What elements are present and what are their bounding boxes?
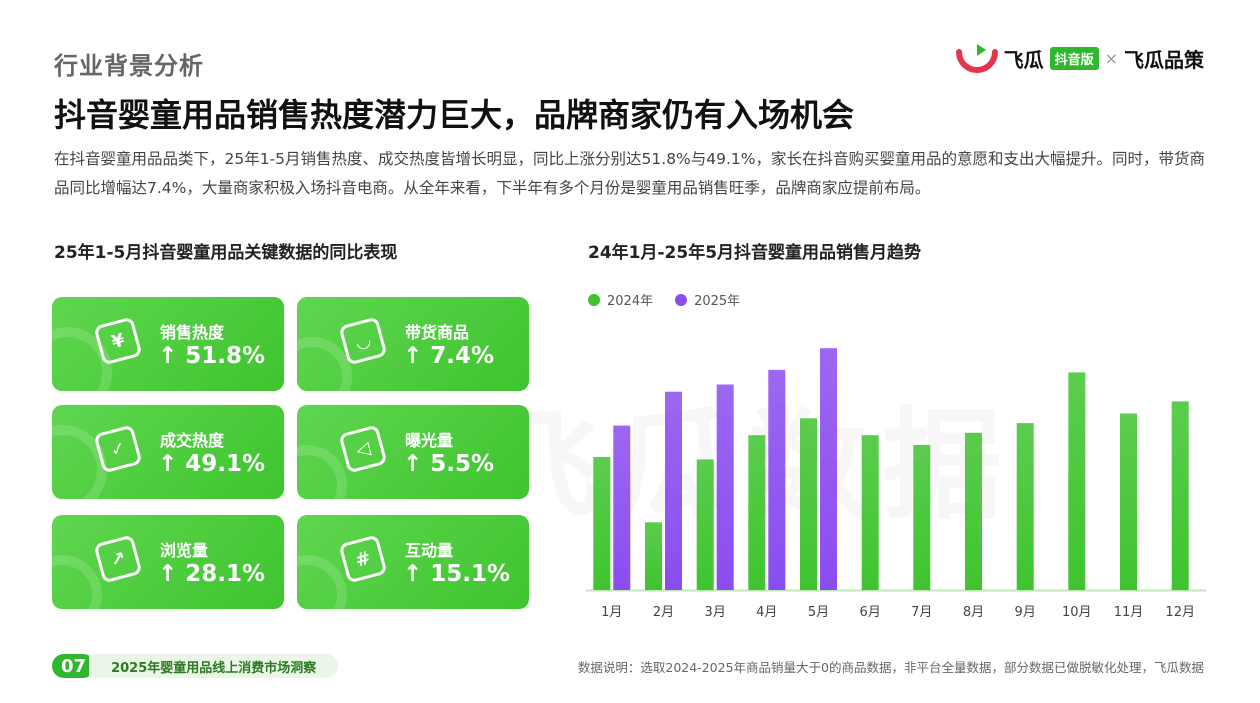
- bar-2025年-4月: [768, 369, 786, 590]
- x-tick-label: 6月: [860, 605, 881, 620]
- trend-board-icon: ↗: [93, 534, 143, 584]
- kpi-value: ↑ 28.1%: [158, 561, 266, 587]
- chart-legend: 2024年 2025年: [588, 290, 740, 309]
- kpi-cards: ¥ 销售热度 ↑ 51.8% ◡ 带货商品 ↑ 7.4% ✓ 成交热度 ↑ 49…: [52, 297, 530, 611]
- bar-2024年-7月: [913, 444, 931, 590]
- x-tick-label: 2月: [653, 605, 674, 620]
- bar-2024年-3月: [696, 459, 714, 590]
- kpi-value: ↑ 51.8%: [158, 343, 266, 369]
- megaphone-icon: ◁: [338, 424, 388, 474]
- brand-partner: 飞瓜品策: [1124, 47, 1204, 72]
- x-tick-label: 8月: [963, 605, 984, 620]
- kpi-card-sales-heat: ¥ 销售热度 ↑ 51.8%: [52, 297, 284, 391]
- kpi-value: ↑ 49.1%: [158, 451, 266, 477]
- bar-2024年-1月: [593, 457, 611, 590]
- bar-2024年-12月: [1171, 401, 1189, 590]
- right-panel-title: 24年1月-25年5月抖音婴童用品销售月趋势: [588, 243, 922, 263]
- report-name: 2025年婴童用品线上消费市场洞察: [89, 654, 339, 678]
- brand-logo-group: 飞瓜 抖音版 × 飞瓜品策: [955, 42, 1204, 74]
- kpi-value: ↑ 15.1%: [403, 561, 511, 587]
- bar-2024年-4月: [748, 435, 766, 590]
- bar-2025年-2月: [665, 391, 682, 590]
- left-panel-title: 25年1-5月抖音婴童用品关键数据的同比表现: [54, 243, 398, 263]
- bar-2024年-8月: [965, 432, 982, 590]
- kpi-card-exposure: ◁ 曝光量 ↑ 5.5%: [297, 405, 529, 499]
- bar-2025年-1月: [613, 425, 631, 590]
- bar-2025年-5月: [820, 348, 837, 590]
- x-tick-label: 7月: [911, 605, 932, 620]
- kpi-card-deal-heat: ✓ 成交热度 ↑ 49.1%: [52, 405, 284, 499]
- hashtag-icon: #: [338, 534, 388, 584]
- bar-2024年-6月: [861, 435, 879, 590]
- kpi-card-interaction: # 互动量 ↑ 15.1%: [297, 515, 529, 609]
- kpi-label: 成交热度: [160, 431, 225, 450]
- data-note: 数据说明：选取2024-2025年商品销量大于0的商品数据，非平台全量数据，部分…: [577, 660, 1204, 675]
- section-tag: 行业背景分析: [54, 52, 204, 80]
- kpi-card-products: ◡ 带货商品 ↑ 7.4%: [297, 297, 529, 391]
- x-tick-label: 5月: [808, 605, 829, 620]
- x-tick-label: 4月: [756, 605, 777, 620]
- x-tick-label: 10月: [1062, 605, 1092, 620]
- kpi-card-views: ↗ 浏览量 ↑ 28.1%: [52, 515, 284, 609]
- legend-swatch-2024: [588, 293, 600, 306]
- kpi-label: 销售热度: [160, 323, 225, 342]
- x-tick-label: 3月: [705, 605, 726, 620]
- monthly-sales-bar-chart: 1月 2月 3月 4月 5月 6月 7月 8月 9月 10月 11月 12月: [586, 348, 1206, 620]
- x-tick-label: 11月: [1114, 605, 1144, 620]
- page-title: 抖音婴童用品销售热度潜力巨大，品牌商家仍有入场机会: [54, 96, 855, 134]
- brand-name: 飞瓜: [1003, 47, 1044, 72]
- legend-label: 2025年: [694, 294, 741, 309]
- legend-item-2025: 2025年: [675, 290, 740, 309]
- brand-separator: ×: [1104, 48, 1118, 68]
- footer-report-tag: 07 2025年婴童用品线上消费市场洞察: [52, 654, 339, 678]
- bar-2024年-11月: [1120, 413, 1137, 590]
- kpi-value: ↑ 7.4%: [403, 343, 495, 369]
- bar-2024年-9月: [1016, 423, 1034, 590]
- brand-badge: 抖音版: [1049, 46, 1099, 70]
- x-tick-label: 12月: [1165, 605, 1195, 620]
- intro-paragraph: 在抖音婴童用品品类下，25年1-5月销售热度、成交热度皆增长明显，同比上涨分别达…: [54, 150, 1206, 197]
- page-number: 07: [52, 654, 96, 678]
- bar-2024年-5月: [800, 418, 817, 590]
- kpi-label: 带货商品: [405, 323, 470, 342]
- kpi-value: ↑ 5.5%: [403, 451, 495, 477]
- x-tick-label: 9月: [1015, 605, 1036, 620]
- legend-item-2024: 2024年: [588, 290, 653, 309]
- bar-2025年-3月: [716, 384, 734, 590]
- kpi-label: 浏览量: [160, 541, 209, 560]
- kpi-label: 曝光量: [405, 431, 454, 450]
- bar-2024年-10月: [1068, 372, 1086, 590]
- feigua-logo-icon: [955, 44, 998, 73]
- legend-label: 2024年: [607, 294, 654, 309]
- kpi-label: 互动量: [405, 541, 454, 560]
- x-tick-label: 1月: [601, 605, 622, 620]
- bar-2024年-2月: [645, 522, 662, 590]
- legend-swatch-2025: [675, 293, 688, 306]
